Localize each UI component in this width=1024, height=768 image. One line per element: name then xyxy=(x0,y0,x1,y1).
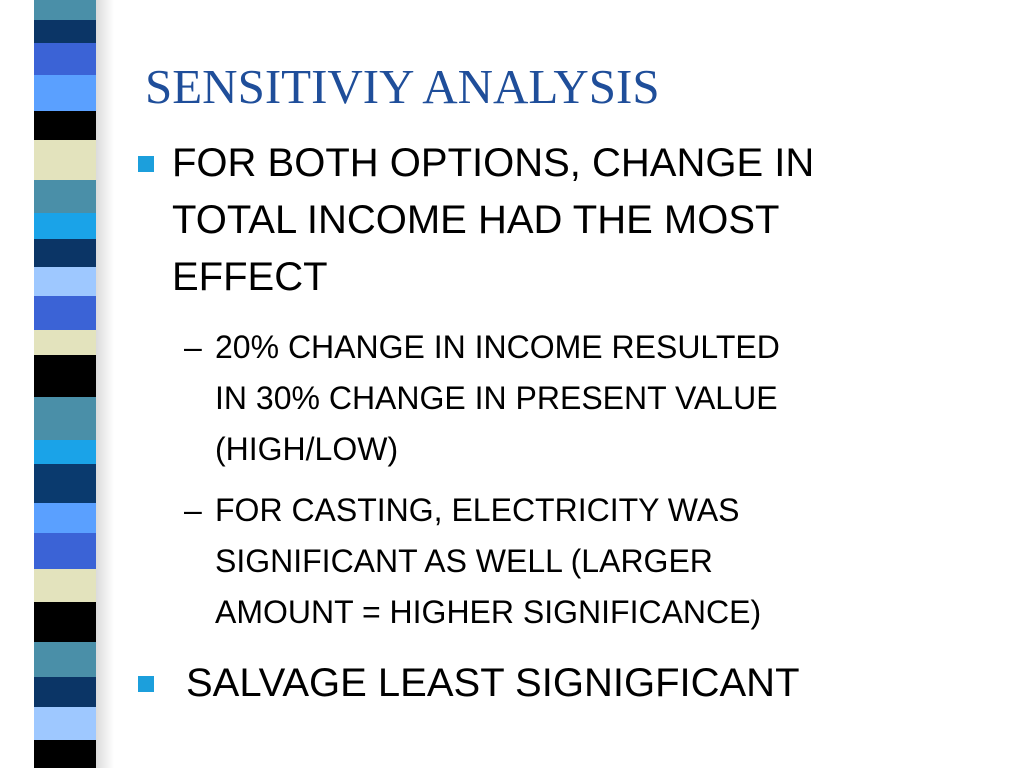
stripe-segment xyxy=(34,140,96,180)
stripe-segment xyxy=(34,568,96,603)
stripe-segment xyxy=(34,110,96,141)
stripe-segment xyxy=(34,238,96,267)
stripe-segment xyxy=(34,0,96,20)
stripe-segment xyxy=(34,641,96,678)
stripe-segment xyxy=(34,440,96,464)
stripe-segment xyxy=(34,43,96,76)
stripe-segment xyxy=(34,296,96,330)
stripe-segment xyxy=(34,355,96,397)
subbullet-dash: – xyxy=(184,329,202,365)
bullet-text-line: TOTAL INCOME HAD THE MOST xyxy=(172,198,780,242)
stripe-segment xyxy=(34,740,96,768)
subbullet-dash: – xyxy=(184,492,202,528)
stripe-segment xyxy=(34,602,96,642)
subbullet-text-line: AMOUNT = HIGHER SIGNIFICANCE) xyxy=(215,594,762,630)
subbullet-text-line: (HIGH/LOW) xyxy=(215,431,399,467)
stripe-segment xyxy=(34,677,96,707)
stripe-shadow xyxy=(96,0,114,768)
stripe-segment xyxy=(34,213,96,239)
stripe-segment xyxy=(34,19,96,44)
stripe-segment xyxy=(34,396,96,441)
stripe-segment xyxy=(34,179,96,214)
stripe-segment xyxy=(34,503,96,534)
stripe-segment xyxy=(34,266,96,297)
stripe-segment xyxy=(34,706,96,741)
subbullet-text-line: SIGNIFICANT AS WELL (LARGER xyxy=(215,543,713,579)
subbullet-text-line: 20% CHANGE IN INCOME RESULTED xyxy=(215,329,780,365)
square-bullet-icon xyxy=(138,676,154,692)
decorative-stripe xyxy=(34,0,96,768)
stripe-segment xyxy=(34,75,96,111)
square-bullet-icon xyxy=(138,156,154,172)
bullet-text-line: SALVAGE LEAST SIGNIGFICANT xyxy=(186,661,800,705)
subbullet-text-line: IN 30% CHANGE IN PRESENT VALUE xyxy=(215,380,778,416)
stripe-segment xyxy=(34,463,96,504)
subbullet-text-line: FOR CASTING, ELECTRICITY WAS xyxy=(215,492,740,528)
bullet-text-line: EFFECT xyxy=(172,255,328,299)
stripe-segment xyxy=(34,533,96,569)
stripe-segment xyxy=(34,329,96,356)
bullet-text-line: FOR BOTH OPTIONS, CHANGE IN xyxy=(172,141,815,185)
slide-title: SENSITIVIY ANALYSIS xyxy=(145,59,660,114)
